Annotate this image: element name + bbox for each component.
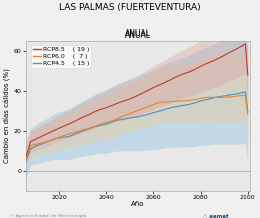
Title: ANUAL: ANUAL — [125, 31, 151, 40]
Text: LAS PALMAS (FUERTEVENTURA): LAS PALMAS (FUERTEVENTURA) — [59, 3, 201, 12]
Y-axis label: Cambio en días cálidos (%): Cambio en días cálidos (%) — [4, 68, 11, 163]
X-axis label: Año: Año — [131, 201, 145, 207]
Text: ANUAL: ANUAL — [125, 29, 151, 37]
Legend: RCP8.5    ( 19 ), RCP6.0    (  7 ), RCP4.5    ( 15 ): RCP8.5 ( 19 ), RCP6.0 ( 7 ), RCP4.5 ( 15… — [31, 45, 91, 68]
Text: © Agencia Estatal de Meteorología: © Agencia Estatal de Meteorología — [10, 214, 87, 218]
Text: △ aemet: △ aemet — [203, 213, 229, 218]
